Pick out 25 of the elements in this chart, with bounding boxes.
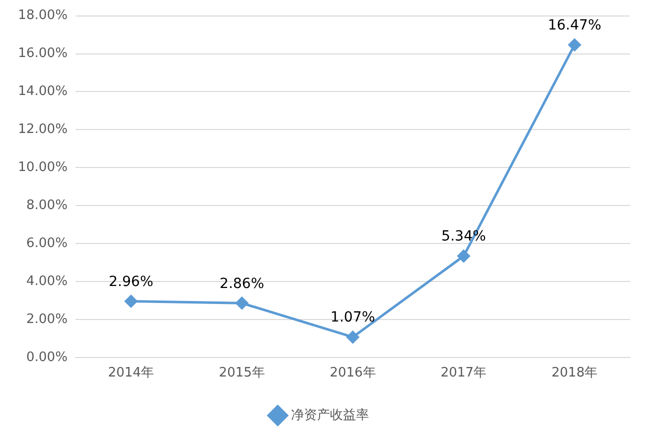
point xyxy=(457,250,470,262)
y-tick-label: 4.00% xyxy=(26,274,68,289)
y-tick-label: 2.00% xyxy=(26,312,68,327)
y-tick-label: 0.00% xyxy=(26,350,68,365)
data-label: 2.96% xyxy=(108,274,154,290)
y-tick-label: 12.00% xyxy=(18,122,68,138)
y-tick-label: 10.00% xyxy=(18,160,68,175)
data-label: 2.86% xyxy=(220,276,264,292)
data-label: 1.07% xyxy=(330,310,376,326)
y-tick-label: 6.00% xyxy=(26,236,68,251)
y-tick-label: 18.00% xyxy=(18,8,68,24)
x-tick-label: 2015年 xyxy=(218,366,265,381)
legend-label: 净资产收益率 xyxy=(290,406,369,423)
y-tick-label: 16.00% xyxy=(18,46,68,62)
data-label: 16.47% xyxy=(548,17,602,34)
y-tick-label: 14.00% xyxy=(18,84,68,100)
x-tick-label: 2018年 xyxy=(552,366,598,381)
x-tick-label: 2016年 xyxy=(330,366,376,381)
point xyxy=(346,330,360,344)
point xyxy=(124,294,138,308)
x-tick-label: 2017年 xyxy=(440,366,487,381)
point xyxy=(236,296,248,310)
point xyxy=(568,38,581,52)
y-tick-label: 8.00% xyxy=(26,198,68,213)
x-tick-label: 2014年 xyxy=(108,366,154,381)
